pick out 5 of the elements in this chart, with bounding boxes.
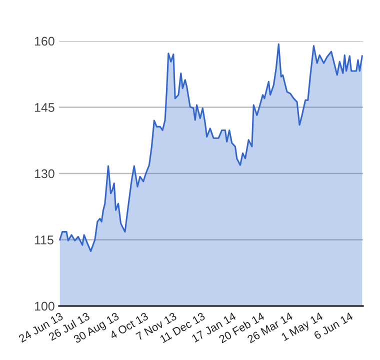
y-tick-label: 115 — [34, 236, 54, 244]
y-tick-label: 145 — [34, 103, 54, 112]
y-tick-label: 130 — [34, 169, 54, 178]
y-tick-label: 100 — [34, 302, 54, 311]
y-tick-label: 160 — [34, 36, 54, 46]
